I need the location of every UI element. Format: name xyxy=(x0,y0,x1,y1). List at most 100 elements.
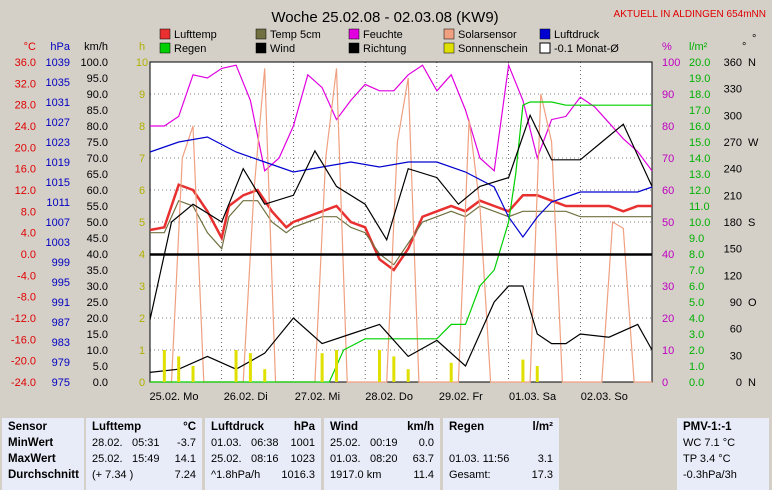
axis-tick-label: 40 xyxy=(662,249,674,261)
axis-tick-label: 975 xyxy=(52,377,70,389)
axis-tick-label: 991 xyxy=(52,297,70,309)
axis-tick-label: 8 xyxy=(139,121,145,133)
lufttemp-header: Lufttemp xyxy=(92,421,142,433)
wind-max-date: 01.03. xyxy=(330,453,361,465)
legend-swatch xyxy=(159,42,171,54)
regen-total-label: Gesamt: xyxy=(449,469,491,481)
axis-tick-label: 6 xyxy=(139,185,145,197)
axis-tick-label: 60 xyxy=(730,324,742,336)
axis-tick-label: 35.0 xyxy=(87,265,108,277)
axis-tick-label: 0.0 xyxy=(21,249,36,261)
axis-tick-label: -16.0 xyxy=(11,334,36,346)
axis-tick-label: 90 xyxy=(662,89,674,101)
wind-avg-value: 11.4 xyxy=(413,469,434,481)
axis-unit-label: km/h xyxy=(84,41,108,53)
axis-tick-label: 70.0 xyxy=(87,153,108,165)
axis-tick-label: 80 xyxy=(662,121,674,133)
axis-tick-label: 60 xyxy=(662,185,674,197)
x-tick-label: 29.02. Fr xyxy=(439,391,483,403)
luftdruck-max-time: 08:16 xyxy=(251,453,279,465)
legend-label: Richtung xyxy=(363,43,406,55)
axis-tick-label: 10 xyxy=(662,345,674,357)
axis-tick-label: 36.0 xyxy=(15,57,36,69)
direction-label: N xyxy=(748,57,756,69)
axis-tick-label: 270 xyxy=(724,137,742,149)
axis-tick-label: 24.0 xyxy=(15,121,36,133)
axis-tick-label: 1023 xyxy=(46,137,70,149)
direction-label: N xyxy=(748,377,756,389)
axis-tick-label: 100 xyxy=(662,57,680,69)
axis-tick-label: 1031 xyxy=(46,97,70,109)
axis-tick-label: 12.0 xyxy=(689,185,710,197)
lufttemp-avg-note: (+ 7.34 ) xyxy=(92,469,134,481)
axis-tick-label: 30 xyxy=(730,350,742,362)
axis-tick-label: 0.0 xyxy=(689,377,704,389)
axis-tick-label: 1007 xyxy=(46,217,70,229)
axis-tick-label: -8.0 xyxy=(17,292,36,304)
axis-tick-label: 16.0 xyxy=(689,121,710,133)
axis-tick-label: 90 xyxy=(730,297,742,309)
axis-unit-label: °C xyxy=(24,41,36,53)
axis-tick-label: 10.0 xyxy=(689,217,710,229)
regen-unit: l/m² xyxy=(532,421,553,433)
pmv-pressure-trend: -0.3hPa/3h xyxy=(683,469,737,481)
x-tick-label: 27.02. Mi xyxy=(295,391,340,403)
lufttemp-min-date: 28.02. xyxy=(92,437,123,449)
luftdruck-trend: ^1.8hPa/h xyxy=(211,469,261,481)
luftdruck-header: Luftdruck xyxy=(211,421,265,433)
axis-tick-label: 75.0 xyxy=(87,137,108,149)
axis-tick-label: 2.0 xyxy=(689,345,704,357)
legend-swatch xyxy=(348,42,360,54)
axis-tick-label: 45.0 xyxy=(87,233,108,245)
axis-tick-label: 5.0 xyxy=(689,297,704,309)
axis-tick-label: 20.0 xyxy=(15,142,36,154)
axis-tick-label: 85.0 xyxy=(87,105,108,117)
axis-tick-label: 13.0 xyxy=(689,169,710,181)
legend-swatch xyxy=(539,28,551,40)
x-tick-label: 26.02. Di xyxy=(224,391,268,403)
pmv-dewpoint: TP 3.4 °C xyxy=(683,453,731,465)
legend-label: Feuchte xyxy=(363,29,403,41)
regen-max-value: 3.1 xyxy=(537,453,553,465)
axis-tick-label: 16.0 xyxy=(15,164,36,176)
regen-panel: Regen l/m² 01.03. 11:56 3.1 Gesamt: 17.3 xyxy=(443,418,559,490)
axis-unit-label: hPa xyxy=(50,41,70,53)
axis-tick-label: 7.0 xyxy=(689,265,704,277)
lufttemp-unit: °C xyxy=(183,421,196,433)
axis-tick-label: 180 xyxy=(724,217,742,229)
axis-tick-label: -4.0 xyxy=(17,270,36,282)
axis-tick-label: 4.0 xyxy=(689,313,704,325)
axis-tick-label: 6.0 xyxy=(689,281,704,293)
axis-unit-label: ° xyxy=(742,41,746,53)
luftdruck-min-time: 06:38 xyxy=(251,437,279,449)
sunshine-bar xyxy=(392,356,396,382)
axis-tick-label: 95.0 xyxy=(87,73,108,85)
legend-swatch xyxy=(348,28,360,40)
axis-tick-label: 80.0 xyxy=(87,121,108,133)
axis-tick-label: 1039 xyxy=(46,57,70,69)
axis-tick-label: 0 xyxy=(139,377,145,389)
axis-tick-label: 210 xyxy=(724,190,742,202)
legend-label: Lufttemp xyxy=(174,29,217,41)
axis-tick-label: 1027 xyxy=(46,117,70,129)
axis-tick-label: 30 xyxy=(662,281,674,293)
axis-units: °C hPa km/h h% l/m² ° ° xyxy=(24,33,757,53)
luftdruck-max-value: 1023 xyxy=(290,453,315,465)
axis-tick-label: 0 xyxy=(662,377,668,389)
live-location-label: AKTUELL IN ALDINGEN 654mNN xyxy=(614,9,766,20)
wind-unit: km/h xyxy=(407,421,434,433)
x-tick-label: 28.02. Do xyxy=(365,391,413,403)
axis-tick-label: -20.0 xyxy=(11,356,36,368)
axis-tick-label: 2 xyxy=(139,313,145,325)
axis-tick-label: 17.0 xyxy=(689,105,710,117)
luftdruck-panel: Luftdruck hPa 01.03. 06:38 1001 25.02. 0… xyxy=(205,418,321,490)
sunshine-bar xyxy=(535,366,539,382)
axis-tick-label: 90.0 xyxy=(87,89,108,101)
luftdruck-max-date: 25.02. xyxy=(211,453,242,465)
axis-tick-label: 3 xyxy=(139,281,145,293)
axis-tick-label: 10.0 xyxy=(87,345,108,357)
axis-tick-label: 995 xyxy=(52,277,70,289)
luftdruck-avg-value: 1016.3 xyxy=(281,469,315,481)
regen-max-datetime: 01.03. 11:56 xyxy=(449,453,510,465)
